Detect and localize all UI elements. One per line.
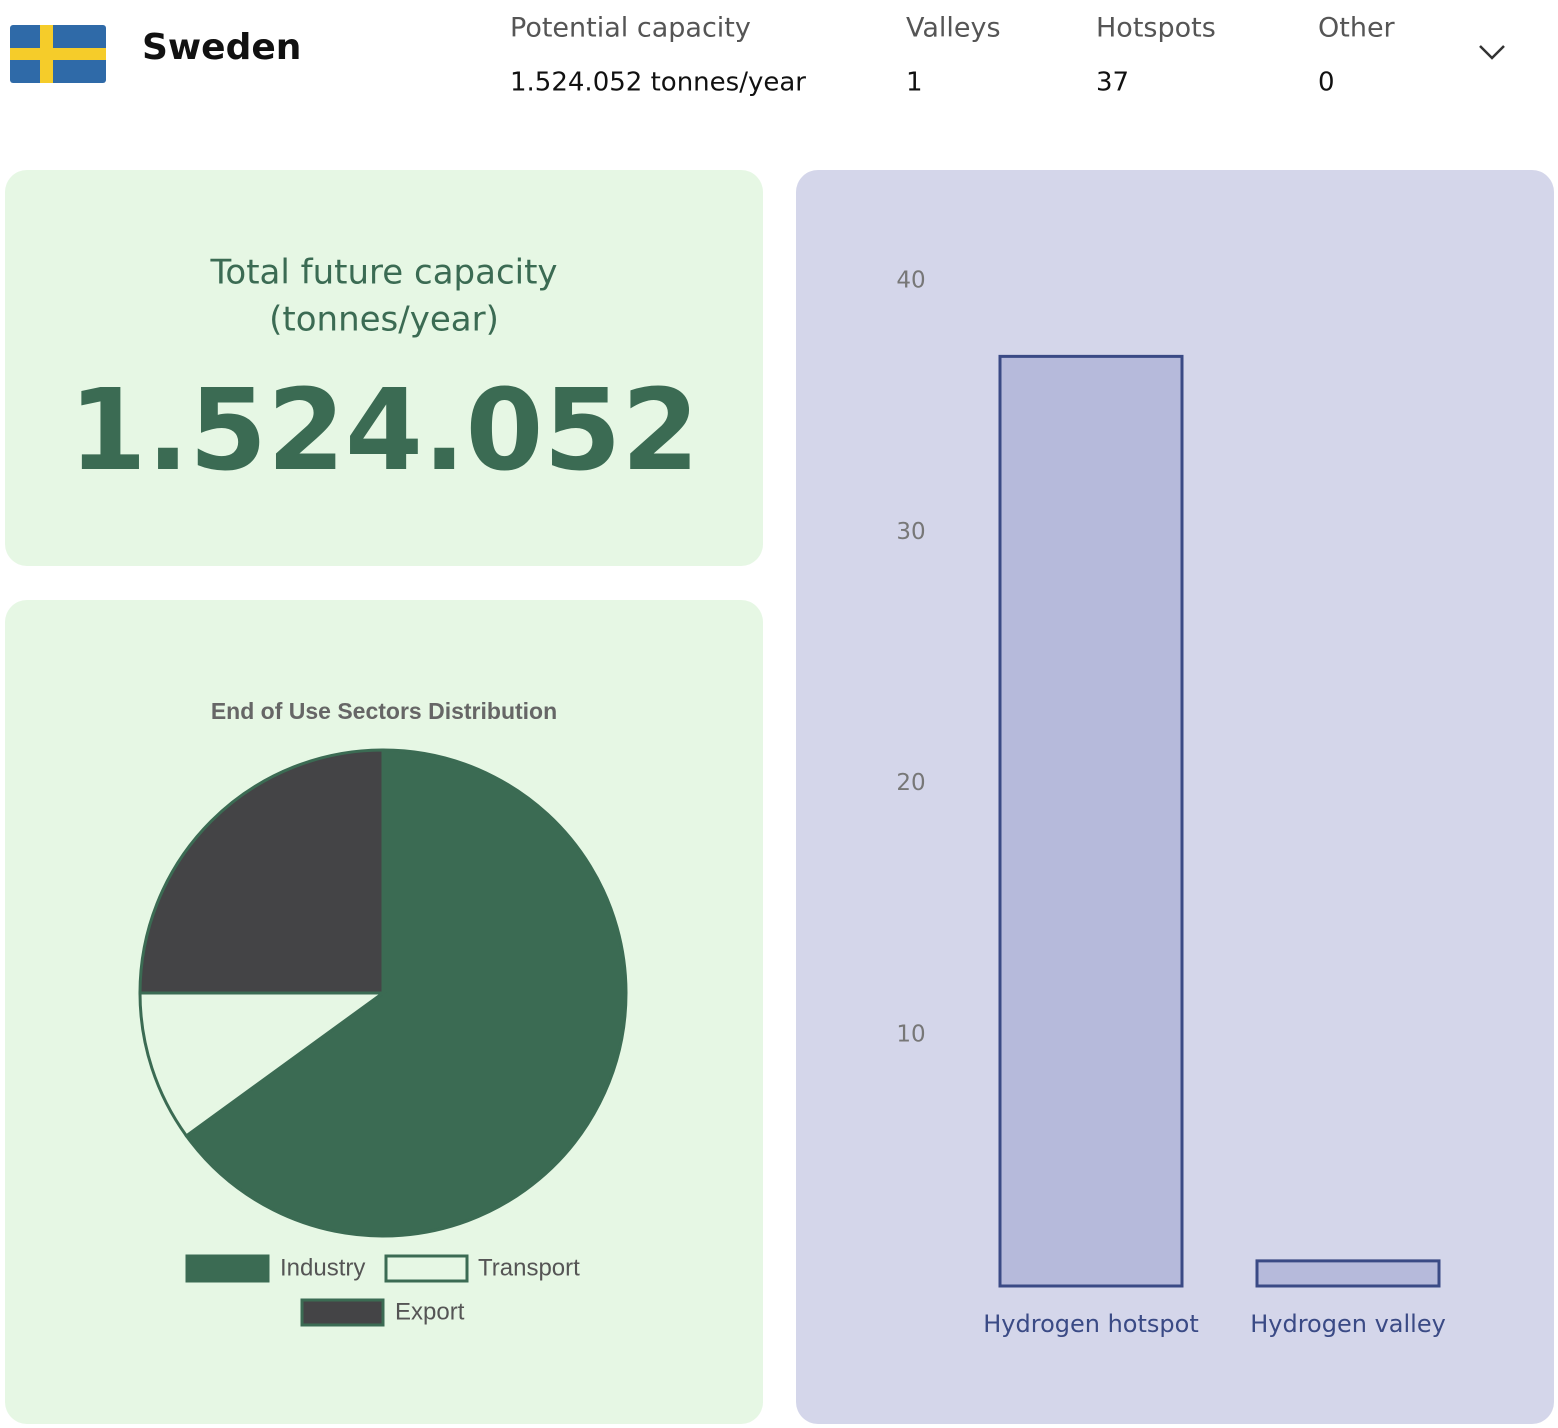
y-tick-label: 10 bbox=[896, 1021, 925, 1047]
stat-label: Valleys bbox=[906, 13, 1001, 44]
legend-label: Transport bbox=[478, 1254, 580, 1281]
pie-slice bbox=[138, 748, 385, 995]
stat-value: 37 bbox=[1096, 68, 1129, 98]
stat-label: Other bbox=[1318, 13, 1396, 44]
bar bbox=[1255, 1259, 1441, 1288]
x-tick-label: Hydrogen valley bbox=[1250, 1310, 1446, 1338]
pie-slice bbox=[184, 748, 628, 1238]
card-title: Total future capacity bbox=[209, 253, 557, 293]
card-value: 1.524.052 bbox=[69, 366, 700, 496]
legend-swatch bbox=[384, 1254, 469, 1283]
bar-chart: 10 20 30 40 Hydrogen hotspot Hydrogen valley bbox=[896, 268, 1445, 1339]
stats: Potential capacity 1.524.052 tonnes/year V… bbox=[510, 13, 1396, 98]
pie-slice bbox=[138, 991, 388, 1138]
stat-value: 1 bbox=[906, 68, 923, 98]
y-tick-label: 30 bbox=[896, 519, 925, 545]
legend-swatch bbox=[185, 1254, 270, 1283]
stat-label: Hotspots bbox=[1096, 13, 1216, 44]
y-tick-label: 40 bbox=[896, 268, 925, 294]
legend-swatch bbox=[300, 1298, 385, 1327]
chart-title: End of Use Sectors Distribution bbox=[211, 698, 557, 724]
legend-label: Export bbox=[395, 1298, 465, 1325]
country-name: Sweden bbox=[142, 27, 301, 68]
flag bbox=[10, 25, 106, 83]
pie-chart: End of Use Sectors Distribution Industry T… bbox=[138, 698, 628, 1327]
legend-label: Industry bbox=[280, 1254, 365, 1281]
card-title: (tonnes/year) bbox=[269, 300, 499, 340]
bar bbox=[998, 354, 1184, 1288]
y-tick-label: 20 bbox=[896, 770, 925, 796]
stat-label: Potential capacity bbox=[510, 13, 751, 44]
stat-value: 0 bbox=[1318, 68, 1335, 98]
x-tick-label: Hydrogen hotspot bbox=[983, 1310, 1198, 1338]
capacity-card bbox=[5, 170, 763, 566]
expand-chevron[interactable] bbox=[1479, 45, 1505, 60]
stat-value: 1.524.052 tonnes/year bbox=[510, 68, 806, 98]
